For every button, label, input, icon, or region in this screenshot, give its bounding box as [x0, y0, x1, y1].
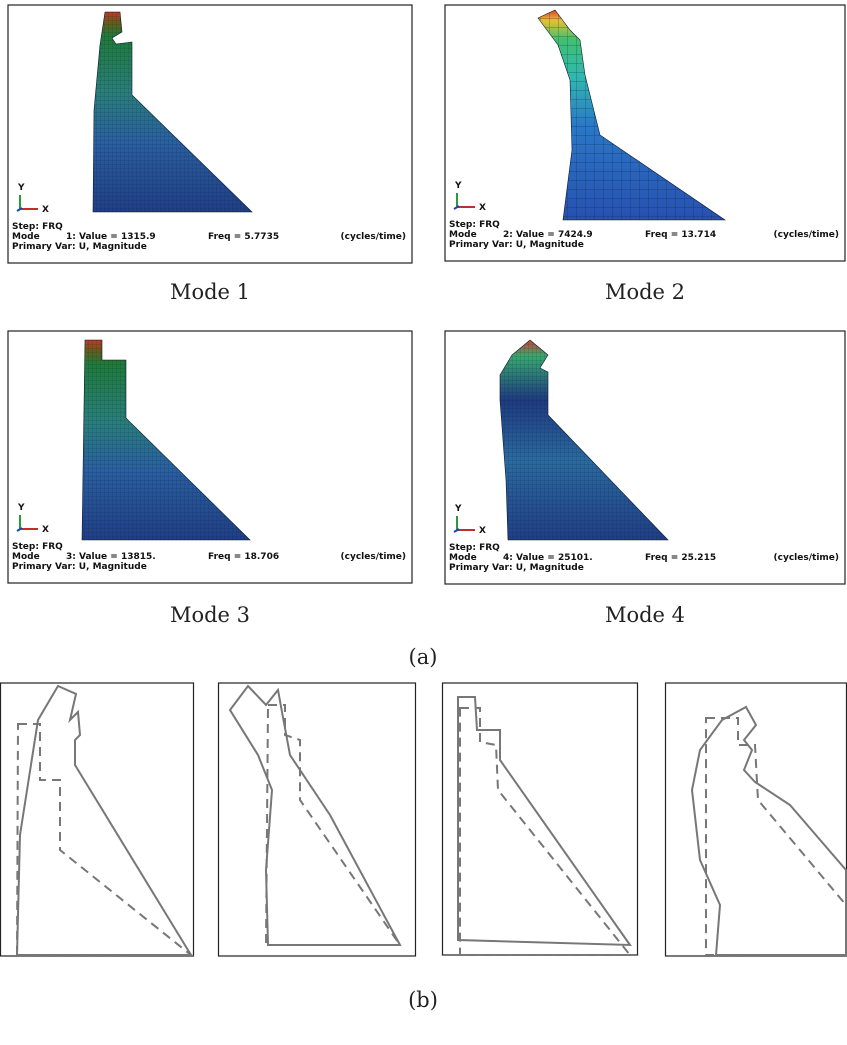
mode-label: Mode — [449, 553, 477, 563]
figure: YXStep: FRQMode1: Value = 1315.9Freq = 5… — [0, 0, 847, 1045]
outline-panel — [219, 683, 416, 956]
panel-frame — [1, 683, 194, 956]
axis-y-label: Y — [454, 504, 462, 514]
primary-var: Primary Var: U, Magnitude — [12, 242, 147, 252]
panel-frame — [219, 683, 416, 956]
primary-var: Primary Var: U, Magnitude — [449, 240, 584, 250]
freq-unit: (cycles/time) — [341, 552, 406, 562]
step-label: Step: FRQ — [449, 543, 500, 553]
axis-x-label: X — [479, 203, 486, 213]
caption: Mode 2 — [605, 280, 685, 304]
panel-frame — [445, 5, 845, 261]
freq-unit: (cycles/time) — [774, 553, 839, 563]
axis-x-label: X — [42, 525, 49, 535]
freq-unit: (cycles/time) — [341, 232, 406, 242]
caption: Mode 1 — [170, 280, 250, 304]
mode-value: 3: Value = 13815. — [66, 552, 156, 562]
axis-x-label: X — [42, 205, 49, 215]
outline-panel — [1, 683, 194, 956]
axis-y-label: Y — [454, 181, 462, 191]
caption: Mode 4 — [605, 603, 685, 627]
axis-y-label: Y — [17, 183, 25, 193]
step-label: Step: FRQ — [449, 220, 500, 230]
primary-var: Primary Var: U, Magnitude — [12, 562, 147, 572]
mode-freq: Freq = 25.215 — [645, 553, 716, 563]
axis-x-label: X — [479, 526, 486, 536]
mode-freq: Freq = 18.706 — [208, 552, 279, 562]
mode-value: 4: Value = 25101. — [503, 553, 593, 563]
mode-value: 2: Value = 7424.9 — [503, 230, 593, 240]
mode-label: Mode — [12, 232, 40, 242]
primary-var: Primary Var: U, Magnitude — [449, 563, 584, 573]
step-label: Step: FRQ — [12, 222, 63, 232]
mode-label: Mode — [12, 552, 40, 562]
sub-label: (a) — [409, 645, 438, 669]
panel-frame — [8, 5, 412, 263]
step-label: Step: FRQ — [12, 542, 63, 552]
mode-value: 1: Value = 1315.9 — [66, 232, 156, 242]
sub-label: (b) — [408, 988, 438, 1012]
axis-y-label: Y — [17, 503, 25, 513]
mode-freq: Freq = 13.714 — [645, 230, 716, 240]
panel-frame — [8, 331, 412, 583]
mode-label: Mode — [449, 230, 477, 240]
outline-panel — [666, 683, 847, 956]
freq-unit: (cycles/time) — [774, 230, 839, 240]
mode-freq: Freq = 5.7735 — [208, 232, 279, 242]
caption: Mode 3 — [170, 603, 250, 627]
outline-panel — [443, 683, 638, 955]
